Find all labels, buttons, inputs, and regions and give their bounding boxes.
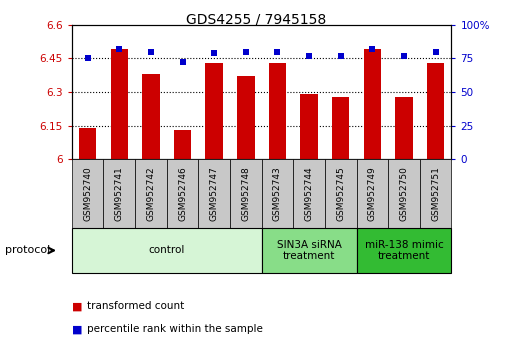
Point xyxy=(431,49,440,55)
Point xyxy=(337,53,345,58)
Bar xyxy=(357,159,388,228)
Text: GSM952747: GSM952747 xyxy=(210,166,219,221)
Bar xyxy=(301,94,318,159)
Point xyxy=(179,59,187,65)
Bar xyxy=(237,76,254,159)
Point xyxy=(84,56,92,61)
Point xyxy=(210,50,219,56)
Bar xyxy=(262,159,293,228)
Point xyxy=(368,46,377,52)
Bar xyxy=(79,128,96,159)
Text: GDS4255 / 7945158: GDS4255 / 7945158 xyxy=(186,12,327,27)
Bar xyxy=(427,63,444,159)
Point xyxy=(242,49,250,55)
Bar xyxy=(357,228,451,273)
Text: GSM952751: GSM952751 xyxy=(431,166,440,221)
Bar xyxy=(135,159,167,228)
Bar xyxy=(199,159,230,228)
Text: GSM952744: GSM952744 xyxy=(305,166,313,221)
Bar xyxy=(269,63,286,159)
Text: ■: ■ xyxy=(72,324,82,334)
Bar xyxy=(420,159,451,228)
Text: SIN3A siRNA
treatment: SIN3A siRNA treatment xyxy=(277,240,342,261)
Text: control: control xyxy=(149,245,185,256)
Point xyxy=(147,49,155,55)
Bar xyxy=(167,159,199,228)
Bar xyxy=(72,228,262,273)
Bar xyxy=(388,159,420,228)
Bar xyxy=(396,97,412,159)
Point xyxy=(115,46,124,52)
Bar xyxy=(293,159,325,228)
Bar xyxy=(104,159,135,228)
Bar xyxy=(364,50,381,159)
Text: GSM952745: GSM952745 xyxy=(336,166,345,221)
Bar xyxy=(325,159,357,228)
Text: transformed count: transformed count xyxy=(87,301,185,311)
Bar xyxy=(262,228,357,273)
Bar xyxy=(174,130,191,159)
Bar xyxy=(72,159,104,228)
Bar xyxy=(206,63,223,159)
Text: protocol: protocol xyxy=(5,245,50,256)
Bar xyxy=(332,97,349,159)
Bar xyxy=(230,159,262,228)
Text: GSM952748: GSM952748 xyxy=(241,166,250,221)
Text: ■: ■ xyxy=(72,301,82,311)
Text: GSM952746: GSM952746 xyxy=(178,166,187,221)
Point xyxy=(400,53,408,58)
Text: GSM952740: GSM952740 xyxy=(83,166,92,221)
Text: GSM952749: GSM952749 xyxy=(368,166,377,221)
Text: GSM952750: GSM952750 xyxy=(400,166,408,221)
Text: GSM952741: GSM952741 xyxy=(115,166,124,221)
Point xyxy=(273,49,282,55)
Text: GSM952742: GSM952742 xyxy=(146,166,155,221)
Text: miR-138 mimic
treatment: miR-138 mimic treatment xyxy=(365,240,443,261)
Bar xyxy=(142,74,160,159)
Point xyxy=(305,53,313,58)
Text: percentile rank within the sample: percentile rank within the sample xyxy=(87,324,263,334)
Bar xyxy=(111,50,128,159)
Text: GSM952743: GSM952743 xyxy=(273,166,282,221)
